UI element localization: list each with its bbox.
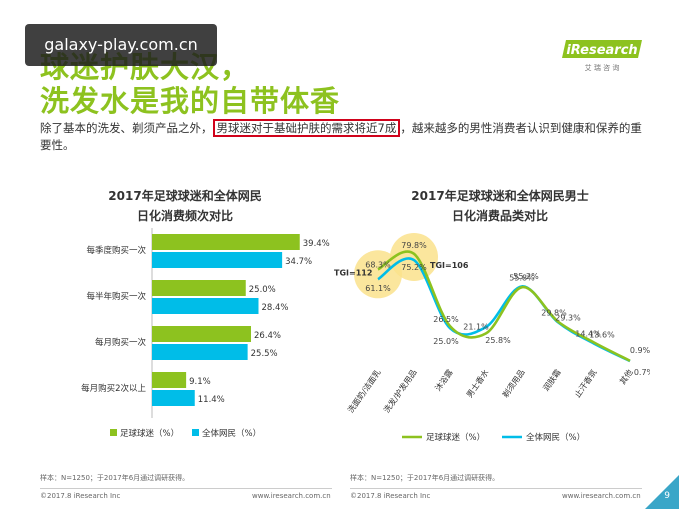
line-all-value-label: 55.8%	[509, 273, 535, 282]
bar-chart-title-line2: 日化消费频次对比	[136, 209, 233, 223]
right-sample-note: 样本：N=1250；于2017年6月通过调研获得。	[350, 474, 500, 482]
line-category-label: 沐浴露	[433, 367, 455, 392]
line-fans-value-label: 79.8%	[401, 241, 427, 250]
line-fans-value-label: 68.3%	[365, 260, 391, 269]
bar-value-label: 28.4%	[262, 303, 289, 313]
line-chart-title-line2: 日化消费品类对比	[451, 209, 548, 223]
legend-fans-label: 足球球迷（%）	[426, 432, 485, 443]
line-category-label: 男士香水	[464, 367, 491, 399]
bar-category-label: 每月购买2次以上	[81, 383, 146, 394]
bar-category-label: 每半年购买一次	[86, 291, 146, 302]
legend-all-label: 全体网民（%）	[526, 432, 585, 443]
line-chart: 68.3% 61.1% 洗面奶/洁面乳 79.8% 75.2% 洗发/护发用品 26.5% 2…	[334, 232, 650, 443]
slide-title-line2: 洗发水是我的自带体香	[40, 84, 341, 118]
line-category-label: 剃须用品	[500, 367, 527, 399]
bar-value-label: 25.0%	[249, 285, 276, 295]
line-category-label: 止汗香氛	[572, 367, 599, 399]
bar-fans	[152, 372, 187, 388]
intro-text: 除了基本的洗发、剃须产品之外， 男球迷对于基础护肤的需求将近7成 ，越来越多的男性消…	[40, 119, 650, 154]
left-copyright: ©2017.8 iResearch Inc	[40, 492, 121, 500]
legend-fans-label: 足球球迷（%）	[120, 428, 179, 439]
bar-fans	[152, 234, 300, 250]
bar-chart-title: 2017年足球球迷和全体网民 日化消费频次对比	[70, 186, 300, 226]
line-fans-value-label: 26.5%	[433, 315, 459, 324]
legend-all-swatch	[192, 429, 199, 436]
bar-value-label: 11.4%	[198, 395, 225, 405]
bar-chart: 每季度购买一次 39.4% 34.7% 每半年购买一次 25.0% 28.4% 每月购买一次…	[81, 228, 330, 439]
bar-all	[152, 298, 259, 314]
page-corner	[645, 475, 679, 509]
bar-all	[152, 390, 195, 406]
bar-fans	[152, 280, 246, 296]
iresearch-logo: iResearch 艾 瑞 咨 询	[562, 40, 642, 72]
highlight-bubble	[390, 232, 438, 281]
tgi-annotation-1: TGI=112	[334, 268, 372, 277]
line-chart-title-line1: 2017年足球球迷和全体网民男士	[411, 189, 589, 203]
line-category-label: 洗发/护发用品	[381, 367, 418, 414]
bar-category-label: 每月购买一次	[95, 337, 147, 348]
line-all-value-label: 75.2%	[401, 263, 427, 272]
left-footer-divider	[40, 488, 332, 489]
bar-category-label: 每季度购买一次	[86, 245, 146, 256]
highlight-bubble	[354, 250, 402, 299]
bar-all	[152, 344, 248, 360]
watermark: galaxy-play.com.cn	[25, 24, 217, 66]
line-fans-series	[377, 250, 631, 362]
legend-fans-swatch	[110, 429, 117, 436]
line-all-value-label: 61.1%	[365, 284, 391, 293]
bar-chart-title-line1: 2017年足球球迷和全体网民	[108, 189, 262, 203]
right-copyright: ©2017.8 iResearch Inc	[350, 492, 431, 500]
line-all-value-label: 25.8%	[485, 336, 511, 345]
line-fans-value-label: 55.2%	[513, 272, 539, 281]
line-fans-value-label: 14.4%	[575, 329, 601, 338]
bar-fans	[152, 326, 251, 342]
line-fans-value-label: 29.8%	[541, 309, 567, 318]
line-fans-value-label: 0.9%	[630, 346, 650, 355]
legend-all-label: 全体网民（%）	[202, 428, 261, 439]
bar-value-label: 25.5%	[251, 349, 278, 359]
page-number: 9	[664, 491, 670, 501]
bar-value-label: 26.4%	[254, 331, 281, 341]
line-all-value-label: 29.3%	[555, 313, 581, 322]
right-site: www.iresearch.com.cn	[562, 492, 641, 500]
line-fans-value-label: 21.1%	[463, 322, 489, 331]
logo-banner	[562, 40, 642, 58]
line-category-label: 洗面奶/洁面乳	[345, 367, 382, 414]
line-chart-title: 2017年足球球迷和全体网民男士 日化消费品类对比	[385, 186, 615, 226]
left-sample-note: 样本：N=1250；于2017年6月通过调研获得。	[40, 474, 190, 482]
bar-value-label: 39.4%	[303, 239, 330, 249]
bar-value-label: 9.1%	[189, 377, 211, 387]
tgi-annotation-2: TGI=106	[430, 261, 469, 270]
line-all-value-label: 13.6%	[589, 331, 615, 340]
left-site: www.iresearch.com.cn	[252, 492, 331, 500]
logo-brand: iResearch	[566, 43, 637, 58]
intro-highlight: 男球迷对于基础护肤的需求将近7成	[212, 119, 401, 137]
logo-sub: 艾 瑞 咨 询	[585, 63, 620, 72]
line-category-label: 润肤霜	[541, 367, 563, 392]
bar-all	[152, 252, 283, 268]
line-all-value-label: 0.7%	[634, 368, 650, 377]
line-category-label: 其他	[617, 367, 634, 386]
intro-before: 除了基本的洗发、剃须产品之外，	[40, 121, 213, 135]
line-all-value-label: 25.0%	[433, 337, 459, 346]
right-footer-divider	[350, 488, 642, 489]
bar-value-label: 34.7%	[285, 257, 312, 267]
intro-after: ，越来越多的男性消费者认识到健康和保养的重要性。	[40, 121, 642, 152]
